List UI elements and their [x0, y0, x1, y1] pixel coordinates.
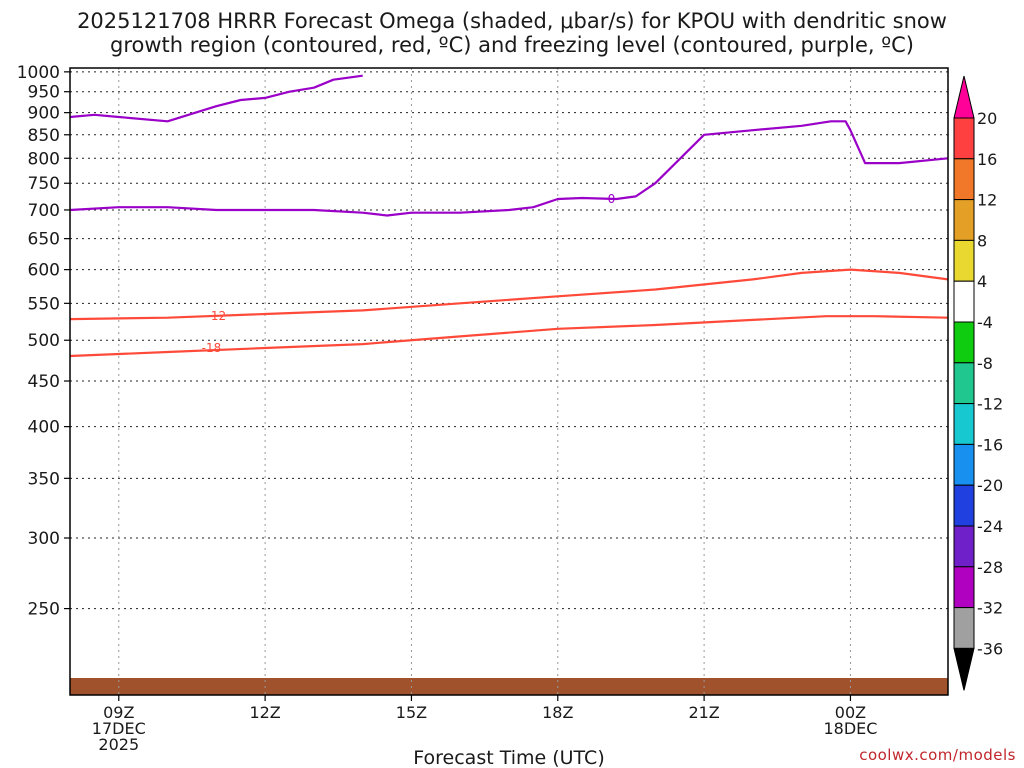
chart-title-line1: 2025121708 HRRR Forecast Omega (shaded, … — [77, 9, 947, 33]
chart-title-line2: growth region (contoured, red, ºC) and f… — [110, 33, 914, 57]
